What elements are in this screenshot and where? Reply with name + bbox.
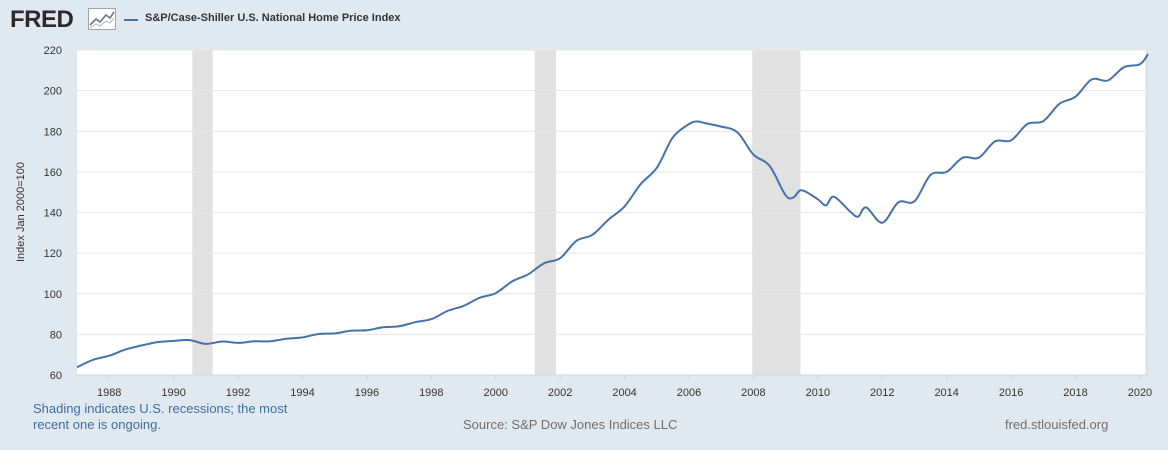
x-tick-label: 1998 <box>419 387 443 399</box>
y-tick-label: 200 <box>44 86 62 98</box>
x-tick-label: 2008 <box>741 387 765 399</box>
x-tick-label: 1992 <box>226 387 250 399</box>
x-tick-label: 2018 <box>1063 387 1087 399</box>
series-line[interactable] <box>76 53 1149 369</box>
y-tick-label: 140 <box>44 208 62 220</box>
x-axis-ticks: 1988 1990 1992 1994 1996 1998 2000 2002 2004 2006… <box>77 374 1152 399</box>
y-tick-label: 220 <box>44 45 62 57</box>
chart-header: FRED S&P/Case-Shiller U.S. National Home… <box>0 0 1168 40</box>
y-tick-label: 60 <box>50 370 62 382</box>
y-tick-label: 160 <box>44 167 62 179</box>
recession-note-line-1: Shading indicates U.S. recessions; the m… <box>33 401 288 416</box>
x-tick-label: 2014 <box>934 387 958 399</box>
x-tick-label: 2002 <box>548 387 572 399</box>
y-tick-label: 120 <box>44 248 62 260</box>
legend-series-label[interactable]: S&P/Case-Shiller U.S. National Home Pric… <box>145 12 401 24</box>
recession-note: Shading indicates U.S. recessions; the m… <box>33 401 353 433</box>
x-tick-label: 1988 <box>97 387 121 399</box>
x-tick-label: 2016 <box>999 387 1023 399</box>
series <box>76 53 1149 369</box>
x-tick-label: 2012 <box>870 387 894 399</box>
x-tick-label: 2020 <box>1128 387 1152 399</box>
x-tick-label: 1994 <box>290 387 314 399</box>
y-tick-label: 100 <box>44 289 62 301</box>
x-tick-label: 2010 <box>806 387 830 399</box>
y-axis-ticks: 60 80 100 120 140 160 180 200 220 <box>44 45 62 382</box>
chart-line-icon <box>88 8 116 30</box>
y-axis-label: Index Jan 2000=100 <box>15 162 27 262</box>
legend-swatch <box>124 19 138 21</box>
source-text: Source: S&P Dow Jones Indices LLC <box>463 417 678 432</box>
x-tick-label: 1990 <box>161 387 185 399</box>
x-tick-label: 2000 <box>483 387 507 399</box>
x-tick-label: 2004 <box>612 387 636 399</box>
y-tick-label: 80 <box>50 329 62 341</box>
x-tick-label: 1996 <box>355 387 379 399</box>
fred-logo[interactable]: FRED <box>10 6 74 33</box>
site-link[interactable]: fred.stlouisfed.org <box>1005 417 1109 432</box>
recession-note-line-2: recent one is ongoing. <box>33 417 161 432</box>
x-tick-label: 2006 <box>677 387 701 399</box>
y-tick-label: 180 <box>44 126 62 138</box>
